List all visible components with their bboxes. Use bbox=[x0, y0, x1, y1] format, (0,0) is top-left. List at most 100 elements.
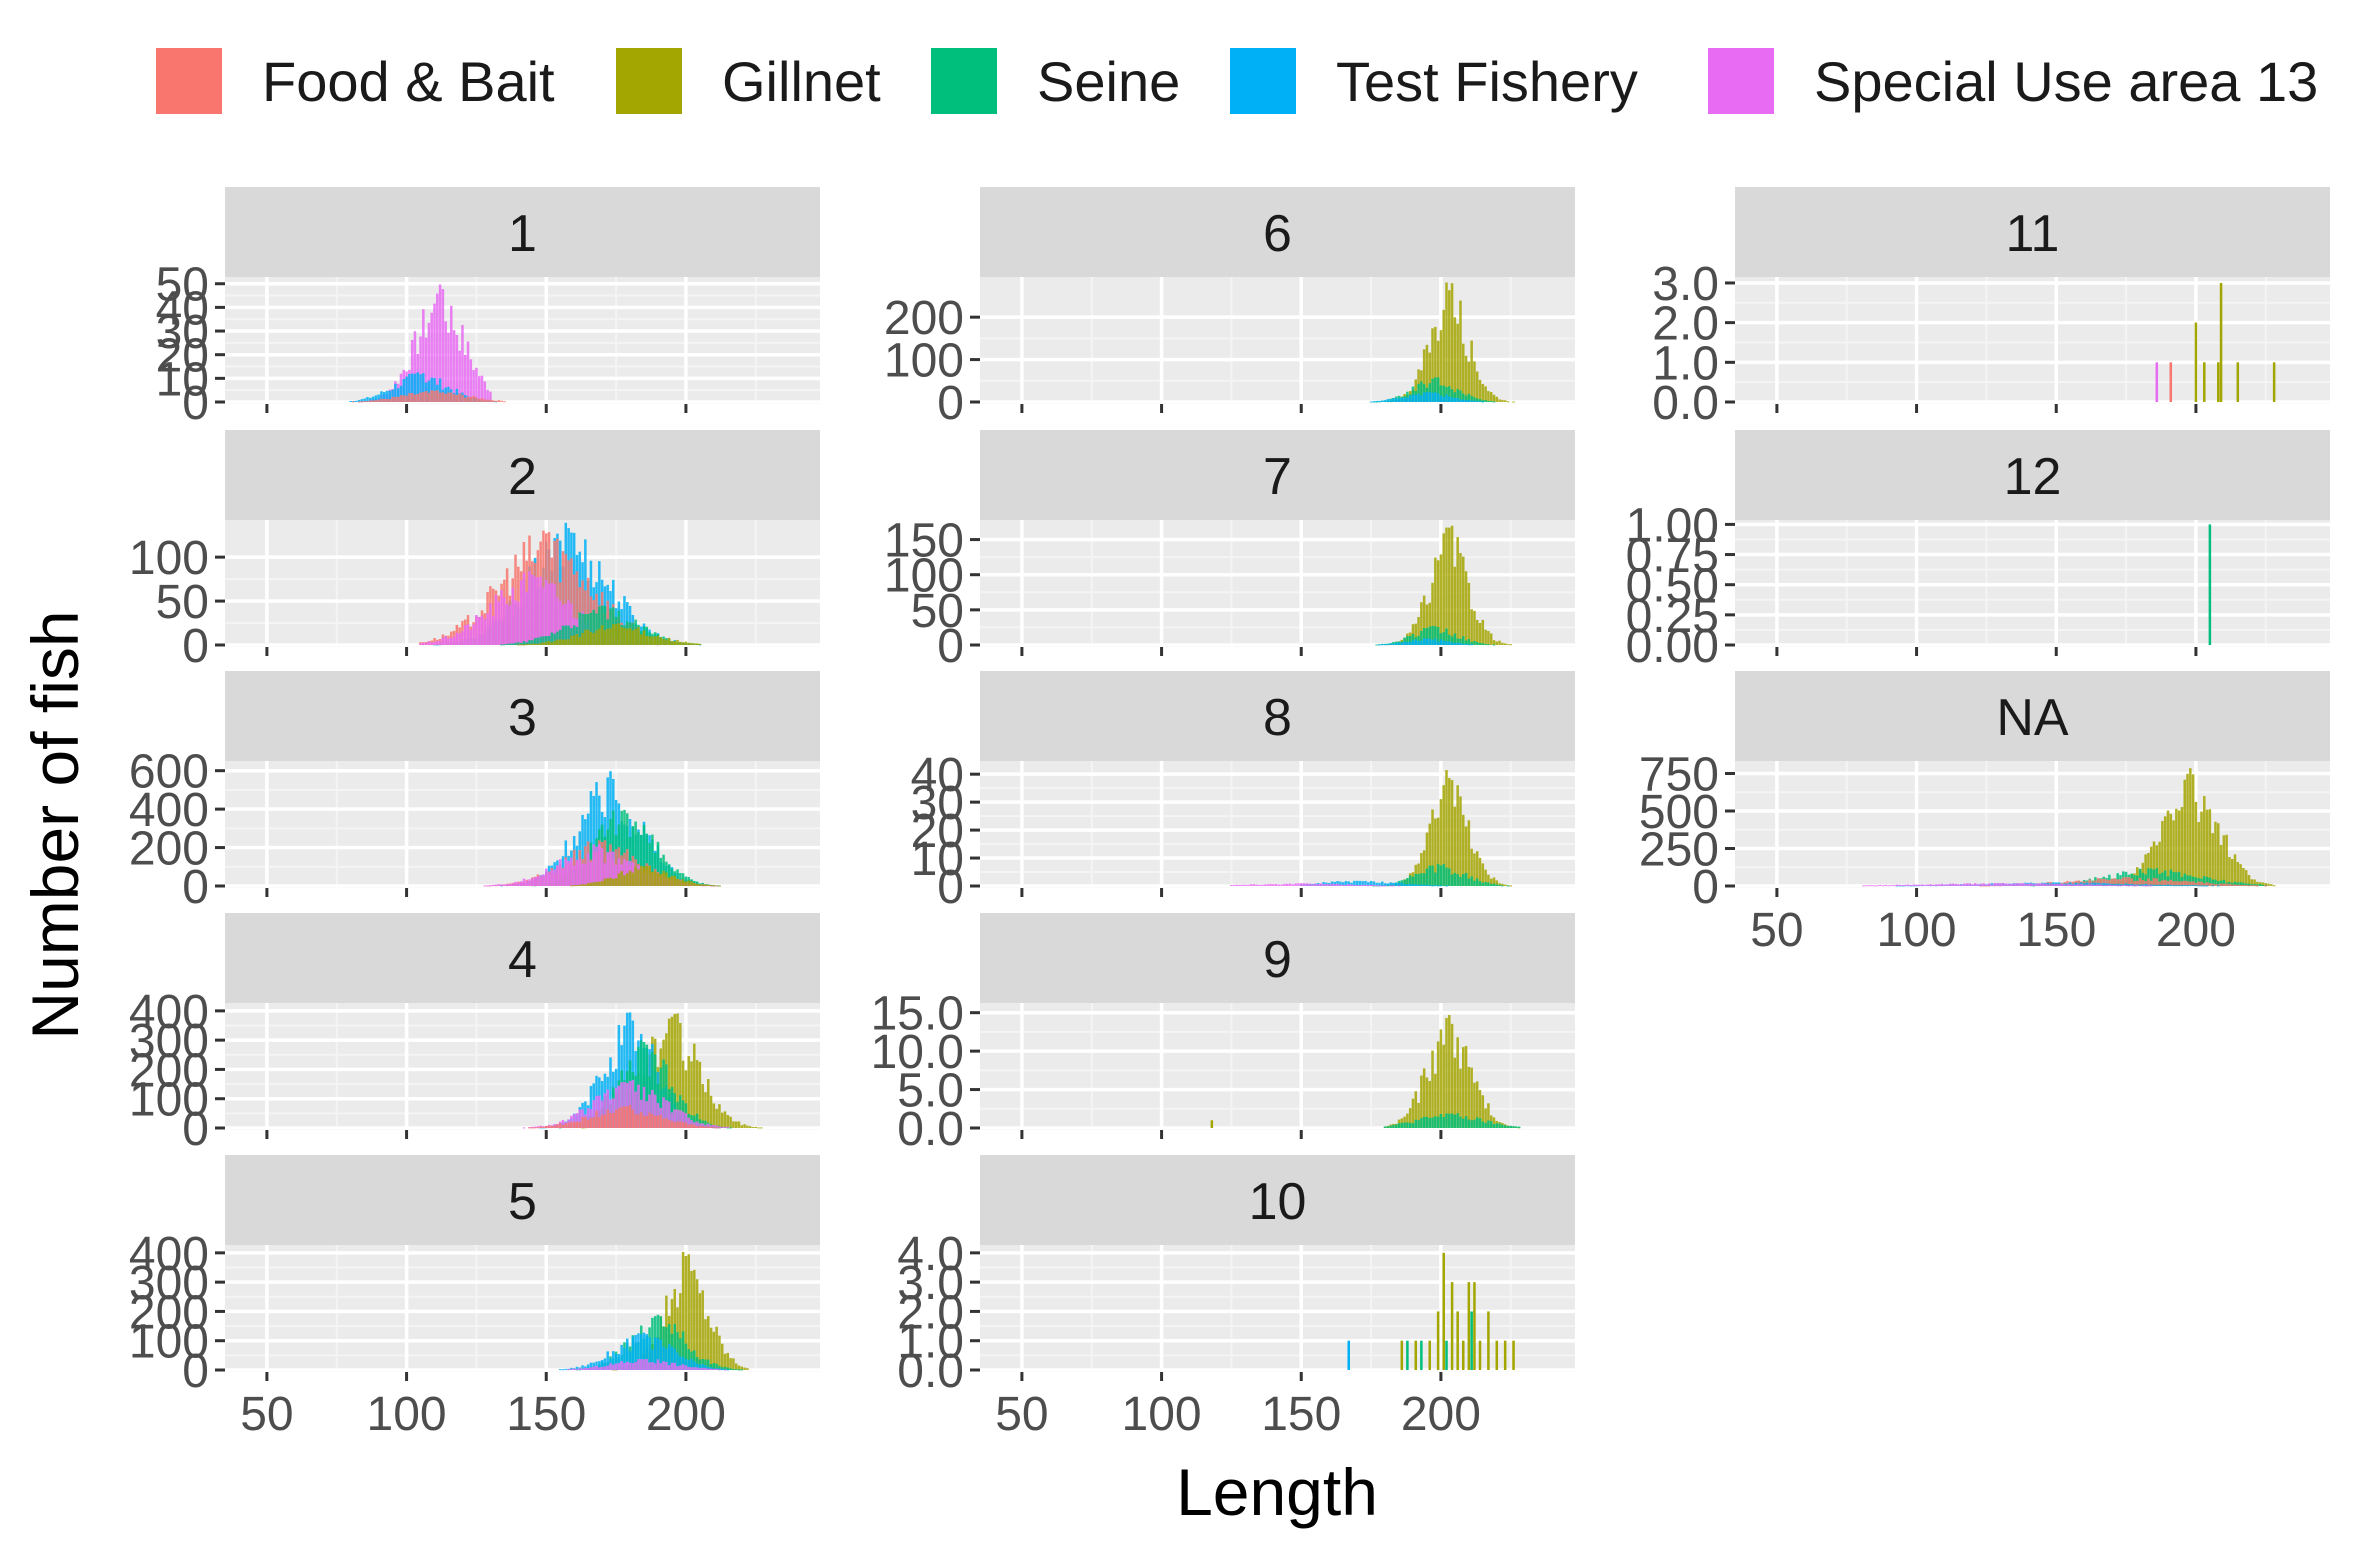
bar-test-fishery bbox=[600, 1359, 604, 1370]
bar-test-fishery bbox=[427, 380, 431, 402]
bar-seine bbox=[1450, 874, 1454, 886]
bar-gillnet bbox=[656, 873, 660, 886]
legend-item-special-use[interactable]: Special Use area 13 bbox=[1708, 48, 2318, 114]
bar-special-use-area-13 bbox=[441, 289, 445, 402]
bar-seine bbox=[1420, 873, 1423, 886]
bar-seine bbox=[1442, 632, 1445, 645]
bar-food-bait bbox=[480, 398, 484, 402]
bar-special-use-area-13 bbox=[550, 583, 554, 645]
bar-test-fishery bbox=[1425, 638, 1429, 645]
bar-food-bait bbox=[2099, 878, 2103, 886]
bar-special-use-area-13 bbox=[483, 885, 487, 887]
bar-gillnet bbox=[1428, 352, 1431, 402]
bar-gillnet bbox=[715, 1326, 718, 1370]
bar-test-fishery bbox=[617, 1024, 621, 1128]
bar-special-use-area-13 bbox=[684, 1113, 688, 1128]
bar-gillnet bbox=[707, 1079, 710, 1128]
bar-special-use-area-13 bbox=[1297, 883, 1300, 886]
bar-gillnet bbox=[1462, 1340, 1465, 1370]
bar-gillnet bbox=[2267, 883, 2270, 886]
bar-special-use-area-13 bbox=[531, 1126, 534, 1128]
bar-gillnet bbox=[539, 643, 542, 645]
bar-food-bait bbox=[709, 1126, 713, 1128]
bar-special-use-area-13 bbox=[1971, 884, 1974, 886]
bar-gillnet bbox=[648, 636, 651, 645]
bar-special-use-area-13 bbox=[1230, 885, 1233, 887]
legend-item-gillnet[interactable]: Gillnet bbox=[616, 48, 881, 114]
bar-special-use-area-13 bbox=[2043, 883, 2047, 886]
bar-seine bbox=[2258, 884, 2262, 886]
bar-special-use-area-13 bbox=[2063, 884, 2066, 886]
bar-seine bbox=[1498, 884, 1501, 886]
bar-gillnet bbox=[1448, 1015, 1451, 1128]
bar-gillnet bbox=[665, 872, 668, 886]
bar-gillnet bbox=[575, 885, 579, 887]
bar-food-bait bbox=[352, 401, 355, 403]
bar-test-fishery bbox=[1459, 642, 1462, 645]
bar-special-use-area-13 bbox=[614, 1363, 618, 1370]
bar-food-bait bbox=[2116, 879, 2119, 886]
bar-seine bbox=[1450, 389, 1454, 402]
bar-seine bbox=[1434, 872, 1437, 886]
y-tick-label: 40 bbox=[911, 749, 964, 802]
bar-food-bait bbox=[578, 1121, 582, 1128]
bar-seine bbox=[1408, 636, 1412, 645]
y-tick-label: 50 bbox=[911, 585, 964, 638]
y-tick-label: 0.00 bbox=[1626, 620, 1719, 673]
bar-food-bait bbox=[547, 1125, 551, 1128]
bar-seine bbox=[1434, 626, 1437, 645]
bar-gillnet bbox=[570, 636, 573, 645]
bar-seine bbox=[1386, 1126, 1390, 1128]
bar-test-fishery bbox=[564, 1368, 568, 1370]
bar-special-use-area-13 bbox=[1943, 884, 1946, 886]
bar-food-bait bbox=[620, 1106, 623, 1128]
bar-food-bait bbox=[441, 392, 445, 402]
bar-test-fishery bbox=[385, 390, 389, 402]
bar-gillnet bbox=[698, 643, 702, 645]
bar-special-use-area-13 bbox=[1313, 883, 1317, 886]
bar-test-fishery bbox=[2096, 882, 2100, 886]
bar-food-bait bbox=[489, 399, 492, 402]
bar-seine bbox=[612, 810, 615, 886]
bar-gillnet bbox=[693, 1043, 696, 1128]
bar-gillnet bbox=[553, 640, 556, 645]
legend-item-test-fishery[interactable]: Test Fishery bbox=[1230, 48, 1638, 114]
bar-seine bbox=[1450, 1113, 1454, 1128]
bar-food-bait bbox=[564, 1123, 568, 1128]
bar-test-fishery bbox=[1453, 398, 1457, 402]
bar-seine bbox=[1450, 636, 1454, 645]
x-tick-label: 50 bbox=[240, 1388, 293, 1441]
bar-seine bbox=[740, 1369, 744, 1371]
bar-gillnet bbox=[726, 1352, 730, 1370]
bar-special-use-area-13 bbox=[2024, 883, 2027, 886]
bar-gillnet bbox=[1434, 557, 1437, 645]
bar-test-fishery bbox=[1439, 395, 1443, 402]
bar-gillnet bbox=[2161, 821, 2164, 886]
bar-seine bbox=[2217, 881, 2220, 886]
y-tick-label: 0.0 bbox=[897, 1103, 964, 1156]
bar-gillnet bbox=[1462, 343, 1465, 402]
bar-gillnet bbox=[684, 641, 688, 645]
bar-gillnet bbox=[578, 637, 582, 645]
bar-food-bait bbox=[419, 392, 422, 402]
bar-gillnet bbox=[667, 877, 671, 886]
bar-special-use-area-13 bbox=[553, 869, 556, 886]
bar-food-bait bbox=[586, 577, 590, 645]
bar-test-fishery bbox=[620, 1344, 623, 1370]
bar-special-use-area-13 bbox=[1272, 884, 1275, 886]
bar-gillnet bbox=[2152, 841, 2156, 886]
bar-food-bait bbox=[656, 1115, 660, 1128]
bar-special-use-area-13 bbox=[1325, 883, 1328, 886]
bar-gillnet bbox=[734, 1121, 738, 1128]
bar-gillnet bbox=[1473, 361, 1476, 402]
bar-special-use-area-13 bbox=[1383, 885, 1387, 887]
bar-special-use-area-13 bbox=[637, 1359, 640, 1370]
bar-special-use-area-13 bbox=[1884, 884, 1888, 886]
bar-test-fishery bbox=[366, 397, 369, 402]
bar-special-use-area-13 bbox=[623, 859, 626, 886]
bar-special-use-area-13 bbox=[1333, 884, 1337, 886]
bar-test-fishery bbox=[595, 782, 598, 886]
legend-item-seine[interactable]: Seine bbox=[931, 48, 1180, 114]
bar-gillnet bbox=[1408, 1108, 1412, 1128]
legend-item-food-bait[interactable]: Food & Bait bbox=[156, 48, 555, 114]
